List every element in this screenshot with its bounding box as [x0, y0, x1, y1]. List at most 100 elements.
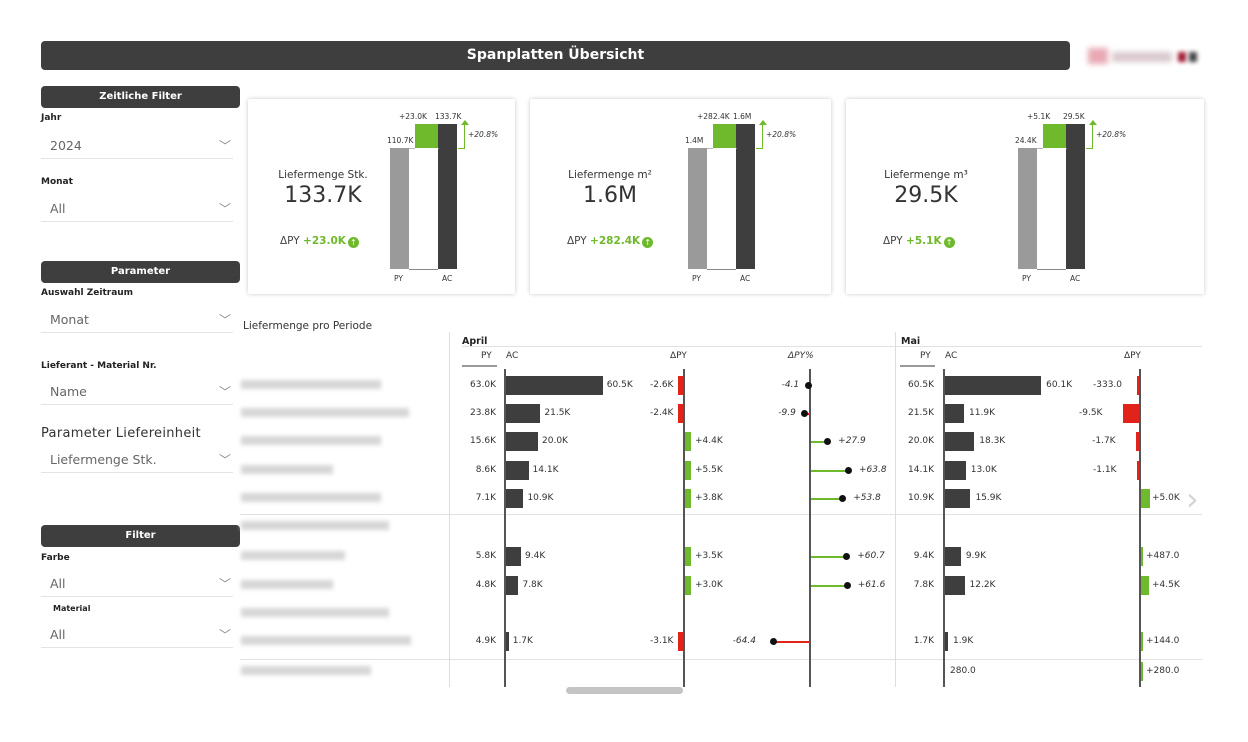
year-label: Jahr	[41, 113, 62, 123]
column-header-col-dpy-mai: ΔPY	[1124, 351, 1141, 361]
delta-prefix: ΔPY	[280, 235, 304, 247]
cell-py-mai: 60.5K	[908, 380, 934, 390]
delta-value: +5.1K	[906, 235, 942, 247]
cell-ac: 9.4K	[525, 551, 546, 561]
cell-py-mai: 14.1K	[908, 465, 934, 475]
cell-ac-mai: 280.0	[950, 666, 976, 676]
bridge-line	[1066, 148, 1067, 149]
dpy-bar-positive-mai	[1141, 489, 1150, 508]
chevron-down-icon: ﹀	[218, 628, 231, 642]
cell-dpy-mai: -333.0	[1093, 380, 1123, 390]
chevron-right-icon[interactable]: ›	[1186, 480, 1199, 518]
cell-dpy-mai: -1.7K	[1092, 436, 1116, 446]
period-label: Auswahl Zeitraum	[41, 288, 134, 298]
cell-ac: 21.5K	[544, 408, 571, 418]
ac-bar	[506, 547, 522, 566]
pct-dot	[843, 582, 851, 589]
ac-bar	[506, 461, 529, 480]
ac-bar-mai	[945, 432, 975, 451]
cell-pct: +60.7	[857, 551, 885, 561]
ac-bar	[506, 632, 509, 651]
cell-py-mai: 7.8K	[913, 580, 934, 590]
cell-dpy-mai: +5.0K	[1152, 493, 1180, 503]
chevron-down-icon: ﹀	[218, 139, 231, 153]
kpi-delta: ΔPY +282.4K ↑	[567, 235, 654, 248]
x-label-ac: AC	[1070, 274, 1081, 283]
delta-bar	[713, 124, 736, 148]
unit-dropdown[interactable]: Liefermenge Stk. ﹀	[41, 447, 233, 473]
cell-ac-mai: 60.1K	[1046, 380, 1073, 390]
delta-value: +23.0K	[303, 235, 346, 247]
pct-bracket	[762, 124, 763, 148]
month-value: All	[50, 201, 66, 216]
delta-prefix: ΔPY	[883, 235, 907, 247]
cell-py-mai: 10.9K	[908, 493, 934, 503]
cell-ac-mai: 12.2K	[969, 580, 996, 590]
parameter-header: Parameter	[41, 261, 240, 283]
pct-arrow	[1089, 120, 1097, 125]
cell-ac: 14.1K	[532, 465, 559, 475]
pct-line-positive	[811, 556, 847, 558]
column-header-col-dpy: ΔPY	[670, 351, 687, 361]
ac-value-label: 29.5K	[1063, 112, 1085, 121]
dpy-bar-positive-mai	[1141, 632, 1143, 651]
cell-dpy: -2.4K	[650, 408, 674, 418]
dpy-bar-negative-mai	[1137, 461, 1139, 480]
kpi-value: 29.5K	[894, 183, 958, 208]
ac-bar	[506, 489, 524, 508]
material-dropdown[interactable]: All ﹀	[41, 622, 233, 648]
kpi-value: 133.7K	[284, 183, 362, 208]
dpy-bar-positive	[685, 461, 691, 480]
pct-line-positive	[811, 498, 843, 500]
kpi-delta: ΔPY +23.0K ↑	[280, 235, 359, 248]
row-name-redacted	[241, 465, 333, 474]
year-dropdown[interactable]: 2024 ﹀	[41, 133, 233, 159]
bridge-line	[736, 148, 737, 149]
bridge-line	[1037, 148, 1043, 149]
cell-dpy-mai: +4.5K	[1152, 580, 1180, 590]
supplier-dropdown[interactable]: Name ﹀	[41, 379, 233, 405]
chevron-down-icon: ﹀	[218, 313, 231, 327]
dpy-bar-positive	[685, 547, 691, 566]
dpy-bar-positive	[685, 489, 691, 508]
supplier-value: Name	[50, 384, 87, 399]
delta-bar	[1043, 124, 1066, 148]
month-dropdown[interactable]: All ﹀	[41, 196, 233, 222]
color-dropdown[interactable]: All ﹀	[41, 571, 233, 597]
cell-ac: 10.9K	[527, 493, 554, 503]
ac-bar-mai	[945, 632, 949, 651]
cell-py: 4.8K	[475, 580, 496, 590]
cell-ac: 7.8K	[522, 580, 543, 590]
pct-label: +20.8%	[766, 130, 797, 139]
cell-py-mai: 20.0K	[908, 436, 934, 446]
py-value-label: 24.4K	[1015, 136, 1037, 145]
py-bar	[688, 148, 707, 269]
row-name-redacted	[241, 580, 333, 589]
period-dropdown[interactable]: Monat ﹀	[41, 307, 233, 333]
cell-dpy: +3.5K	[695, 551, 723, 561]
ac-bar-mai	[945, 489, 971, 508]
dpy-bar-negative	[678, 404, 683, 423]
ac-bar	[506, 432, 538, 451]
dpy-axis-mai	[1139, 369, 1141, 687]
dpy-bar-positive	[685, 576, 691, 595]
dpy-bar-positive-mai	[1141, 576, 1149, 595]
chevron-down-icon: ﹀	[218, 577, 231, 591]
header-underline	[900, 365, 935, 367]
row-name-redacted	[241, 551, 345, 560]
group-divider	[240, 659, 1202, 660]
divider	[449, 332, 450, 687]
header-divider	[462, 346, 1202, 347]
row-name-redacted	[241, 493, 381, 502]
dpy-bar-negative	[678, 632, 683, 651]
pct-line-positive	[811, 470, 848, 472]
cell-py-mai: 9.4K	[913, 551, 934, 561]
cell-dpy: +3.8K	[695, 493, 723, 503]
company-logo	[1086, 43, 1204, 69]
cell-py: 15.6K	[470, 436, 496, 446]
pct-dot	[824, 438, 832, 445]
x-label-ac: AC	[740, 274, 751, 283]
horizontal-scrollbar[interactable]	[566, 687, 683, 694]
row-name-redacted	[241, 408, 409, 417]
table-title: Liefermenge pro Periode	[243, 320, 373, 332]
